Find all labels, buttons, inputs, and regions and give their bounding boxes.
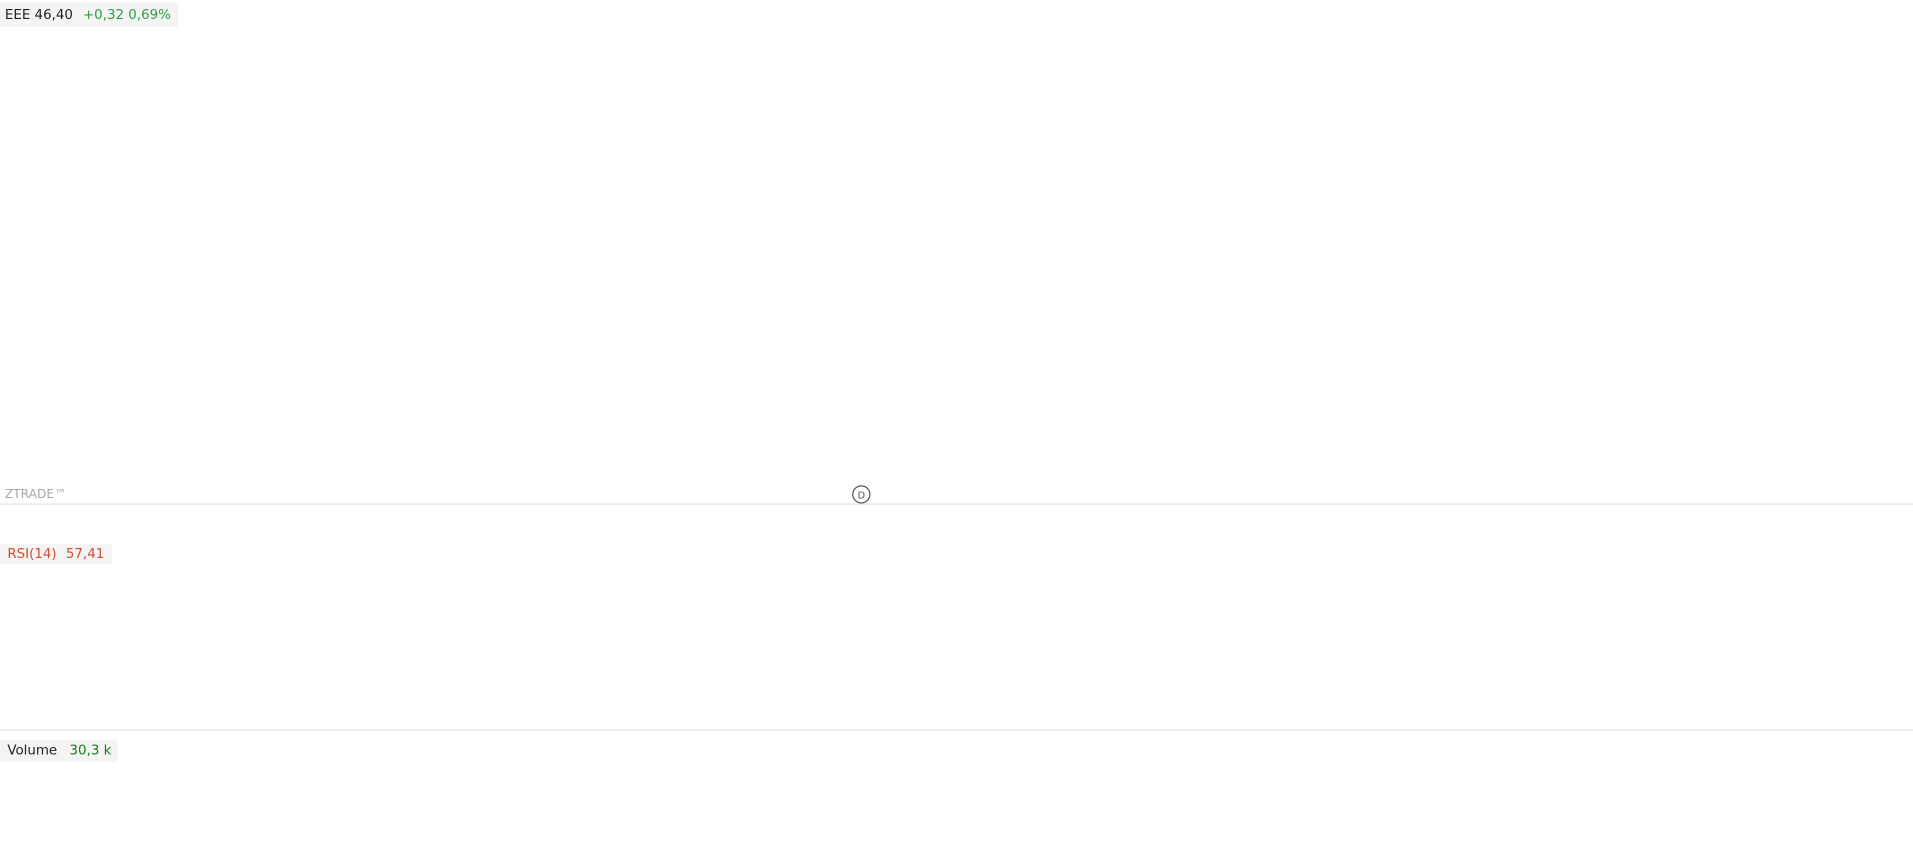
symbol: EEE 46,40	[5, 8, 73, 23]
watermark: ZTRADE™	[5, 487, 66, 501]
icon[interactable]	[852, 485, 871, 504]
header-box	[0, 2, 179, 28]
volume-value: 30,3 k	[70, 744, 112, 759]
icon-letter[interactable]: D	[858, 491, 866, 502]
volume-label-box	[0, 739, 118, 762]
change: +0,32 0,69%	[83, 8, 171, 23]
rsi-label-box	[0, 544, 113, 564]
rsi-label: RSI(14)	[7, 547, 56, 562]
rsi-value: 57,41	[66, 547, 104, 562]
volume-label: Volume	[7, 744, 57, 759]
